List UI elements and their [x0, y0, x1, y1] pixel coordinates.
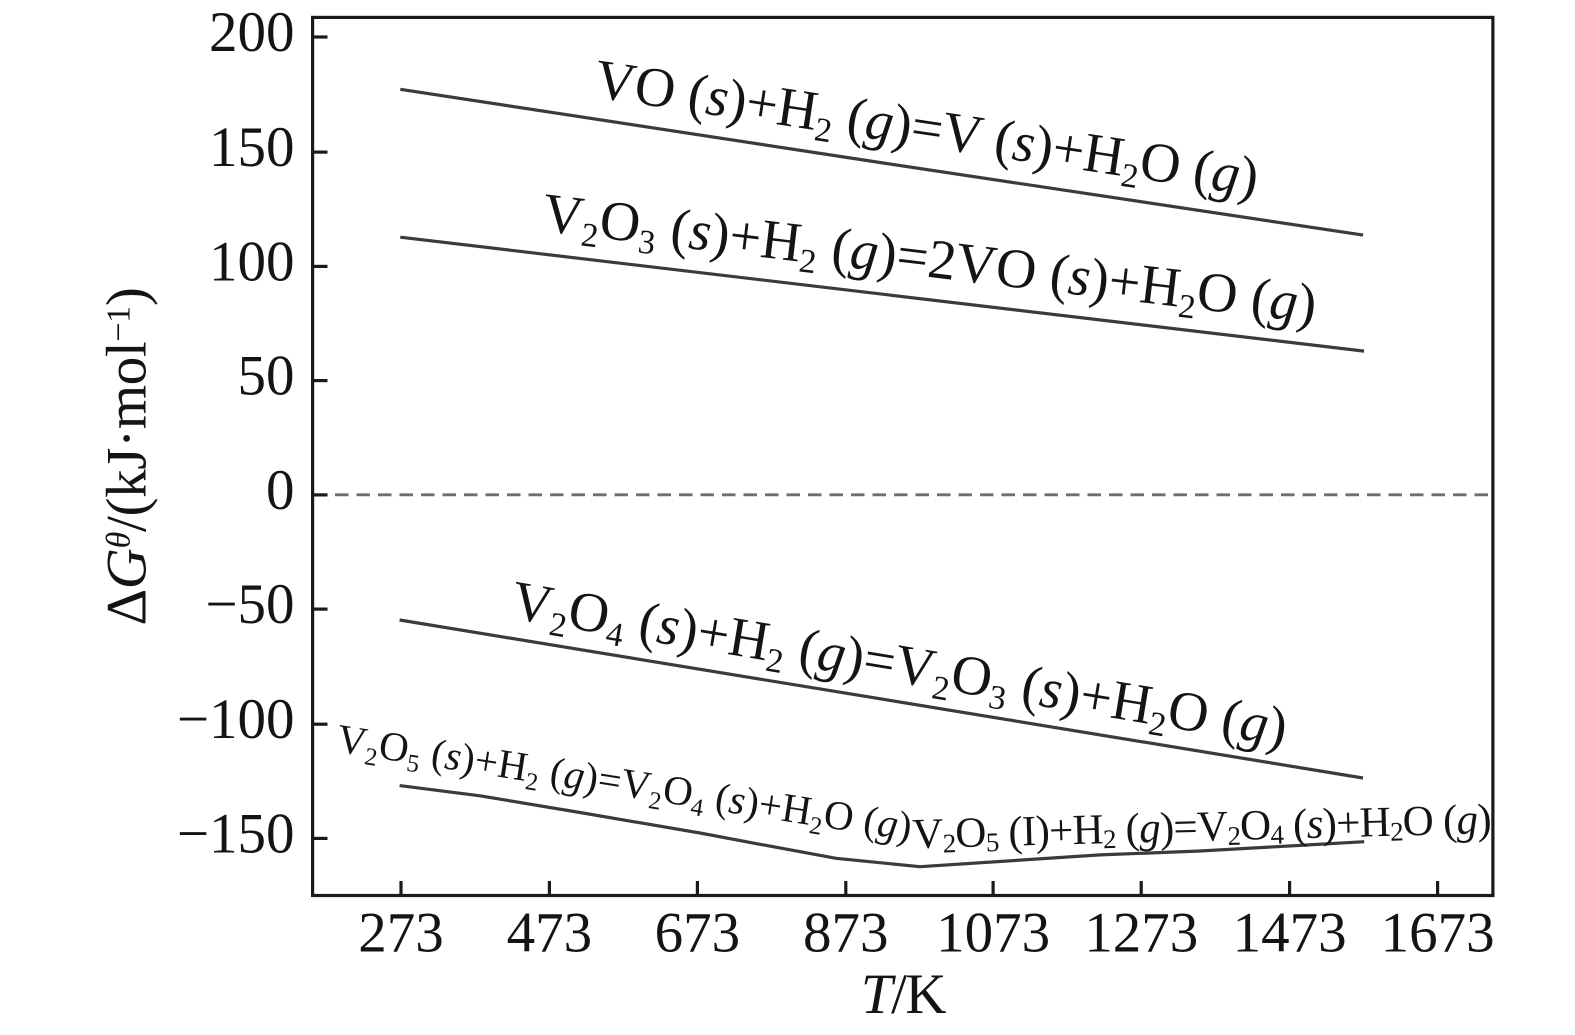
svg-text:ΔGθ/(kJ·mol−1): ΔGθ/(kJ·mol−1) — [95, 288, 158, 626]
svg-text:200: 200 — [209, 1, 295, 64]
svg-text:150: 150 — [209, 116, 295, 179]
svg-text:100: 100 — [209, 230, 295, 293]
svg-text:−50: −50 — [205, 573, 294, 636]
svg-text:50: 50 — [238, 345, 295, 408]
svg-text:1673: 1673 — [1381, 902, 1495, 965]
svg-text:1273: 1273 — [1084, 902, 1198, 965]
svg-text:−100: −100 — [177, 688, 295, 751]
svg-text:1473: 1473 — [1233, 902, 1347, 965]
svg-text:1073: 1073 — [936, 902, 1050, 965]
svg-text:−150: −150 — [177, 802, 295, 865]
svg-text:T/K: T/K — [861, 963, 947, 1026]
svg-text:273: 273 — [358, 902, 444, 965]
svg-text:0: 0 — [266, 459, 295, 522]
svg-text:873: 873 — [803, 902, 889, 965]
svg-text:473: 473 — [507, 902, 593, 965]
svg-text:673: 673 — [655, 902, 741, 965]
